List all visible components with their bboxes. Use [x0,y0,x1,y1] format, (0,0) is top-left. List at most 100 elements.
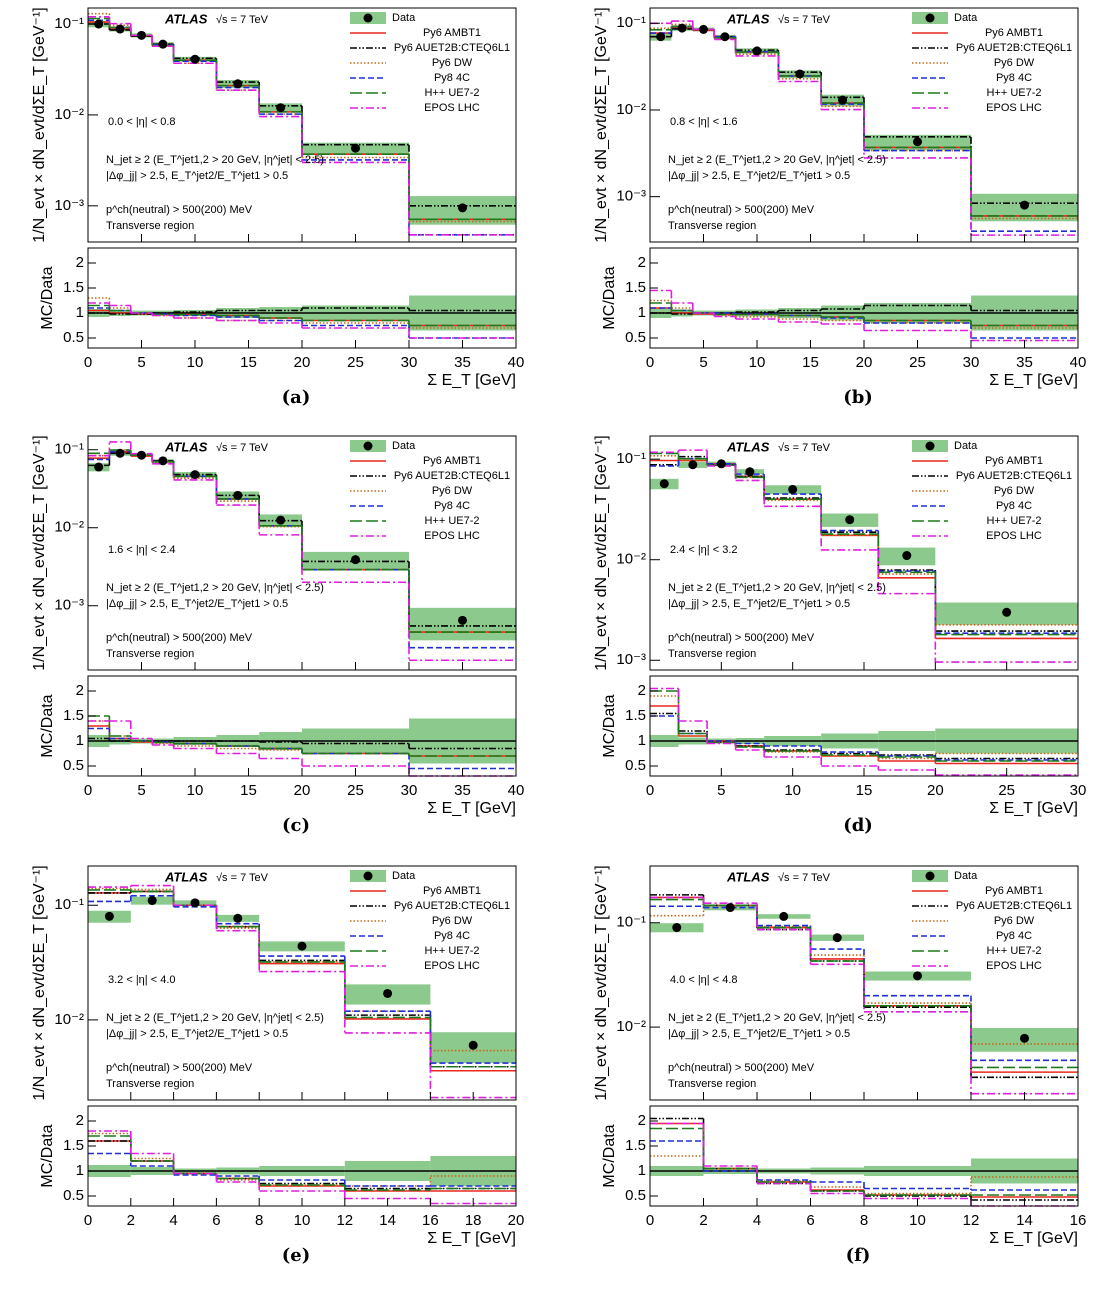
panel: 0 2 4 6 8 10 12 14 16 10⁻² 10⁻¹ 0.5 1 1.5 2 1/N_evt × d… [593,865,1086,1266]
threshold-label: p^ch(neutral) > 500(200) MeV [106,204,253,216]
y-tick-label: 10⁻² [54,519,84,536]
data-point [795,69,805,79]
x-tick-label: 10 [749,354,766,371]
legend-label: Py6 AUET2B:CTEQ6L1 [394,470,510,482]
legend-marker [925,871,935,881]
legend-label: Py6 DW [994,485,1035,497]
panel: 0 5 10 15 20 25 30 35 40 10⁻³ 10⁻² 10⁻¹ 0.5 1 1.5 2 1/N_… [593,7,1086,408]
x-tick-label: 25 [998,782,1015,799]
region-label: 1.6 < |η| < 2.4 [108,544,176,556]
data-point [779,911,789,921]
ratio-y-tick-label: 1.5 [625,1137,646,1154]
x-tick-label: 20 [294,354,311,371]
legend-label: H++ UE7-2 [424,945,479,957]
x-tick-label: 6 [806,1212,814,1229]
legend-marker [925,441,935,451]
legend-label: H++ UE7-2 [424,515,479,527]
region-label: 0.0 < |η| < 0.8 [108,116,176,128]
data-point [190,54,200,64]
y-tick-label: 10⁻² [616,101,646,118]
legend-label: Py6 AMBT1 [985,27,1043,39]
atlas-label: ATLAS [164,869,208,884]
legend-label: Py6 AMBT1 [423,455,481,467]
legend-label: Py6 AMBT1 [423,27,481,39]
x-tick-label: 20 [856,354,873,371]
energy-label: √s = 7 TeV [778,872,831,884]
atlas-label: ATLAS [164,11,208,26]
data-point [716,459,726,469]
ratio-y-tick-label: 0.5 [63,1187,84,1204]
energy-label: √s = 7 TeV [778,14,831,26]
selection-label: N_jet ≥ 2 (E_T^jet1,2 > 20 GeV, |η^jet| … [106,1012,324,1024]
ratio-y-tick-label: 1 [76,732,84,749]
legend-label: H++ UE7-2 [986,515,1041,527]
y-tick-label: 10⁻¹ [54,441,84,458]
legend-label: Py6 DW [432,485,473,497]
ratio-y-tick-label: 1.5 [63,279,84,296]
legend-label: H++ UE7-2 [986,945,1041,957]
threshold-label: p^ch(neutral) > 500(200) MeV [668,632,815,644]
x-tick-label: 35 [454,782,471,799]
x-tick-label: 10 [909,1212,926,1229]
x-tick-label: 5 [717,782,725,799]
data-point [276,515,286,525]
x-tick-label: 35 [1016,354,1033,371]
legend-label: Py6 AUET2B:CTEQ6L1 [956,470,1072,482]
data-point [458,203,467,213]
x-axis-label: Σ E_T [GeV] [427,800,516,817]
ratio-y-tick-label: 2 [638,682,646,699]
x-tick-label: 10 [294,1212,311,1229]
data-point [233,490,243,500]
x-tick-label: 12 [963,1212,980,1229]
legend-label: EPOS LHC [424,960,480,972]
y-axis-label: 1/N_evt × dN_evt/dΣE_T [GeV⁻¹] [593,865,610,1100]
x-tick-label: 25 [347,782,364,799]
region-label: 2.4 < |η| < 3.2 [670,544,738,556]
x-tick-label: 10 [187,354,204,371]
ratio-y-tick-label: 1 [76,304,84,321]
ratio-y-tick-label: 1 [638,304,646,321]
transverse-label: Transverse region [106,1078,194,1090]
data-point [725,903,735,913]
legend-label: H++ UE7-2 [424,87,479,99]
legend-label: EPOS LHC [424,102,480,114]
legend-label: Py8 4C [996,930,1032,942]
x-tick-label: 0 [646,354,654,371]
threshold-label: p^ch(neutral) > 500(200) MeV [668,1062,815,1074]
x-tick-label: 0 [646,782,654,799]
data-point [659,479,669,489]
legend-label: EPOS LHC [424,530,480,542]
ratio-y-tick-label: 1 [638,732,646,749]
ratio-y-tick-label: 1.5 [63,1137,84,1154]
panel: 0 5 10 15 20 25 30 35 40 10⁻³ 10⁻² 10⁻¹ 0.5 1 1.5 2 1/N_… [31,7,524,408]
ratio-y-tick-label: 0.5 [63,757,84,774]
ratio-y-tick-label: 2 [76,682,84,699]
data-point [158,456,168,466]
data-point [233,913,243,923]
data-point [1002,607,1012,617]
atlas-label: ATLAS [726,869,770,884]
selection-label: |Δφ_jj| > 2.5, E_T^jet2/E_T^jet1 > 0.5 [106,598,288,610]
legend-label: Py8 4C [996,72,1032,84]
caption: (f) [846,1245,871,1266]
ratio-frame [649,675,1079,777]
x-tick-label: 14 [379,1212,396,1229]
legend-label: H++ UE7-2 [986,87,1041,99]
ratio-y-tick-label: 2 [638,254,646,271]
data-point [1020,1033,1029,1043]
ratio-y-tick-label: 0.5 [625,1187,646,1204]
x-tick-label: 30 [1070,782,1087,799]
x-tick-label: 10 [187,782,204,799]
x-tick-label: 6 [212,1212,220,1229]
data-point [351,555,360,565]
atlas-label: ATLAS [164,439,208,454]
legend-marker [363,441,373,451]
data-point [115,24,125,34]
y-tick-label: 10⁻² [54,1011,84,1028]
y-tick-label: 10⁻¹ [616,914,646,931]
y-tick-label: 10⁻³ [616,651,646,668]
transverse-label: Transverse region [668,1078,756,1090]
x-tick-label: 25 [347,354,364,371]
y-tick-label: 10⁻¹ [616,14,646,31]
ratio-y-tick-label: 0.5 [625,329,646,346]
